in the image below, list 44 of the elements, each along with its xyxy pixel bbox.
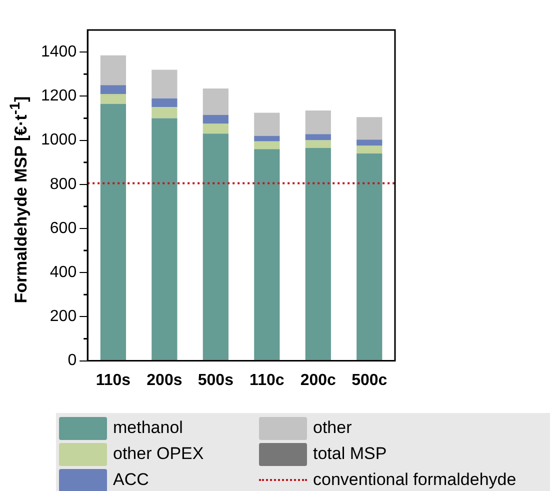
bar [254,112,280,136]
bar [254,141,280,150]
y-tick-label: 600 [50,220,77,237]
bar [100,85,126,94]
bar [202,114,228,124]
y-tick-label: 0 [68,352,77,370]
x-tick-label: 200c [300,372,336,389]
x-tick-label: 200s [146,372,182,389]
bar [152,98,178,108]
bar [305,134,331,140]
bar [152,70,178,98]
y-tick-label: 400 [50,264,77,281]
legend-label: total MSP [313,444,387,464]
bar [305,110,331,134]
y-tick-label: 1200 [41,88,77,105]
bar [202,134,228,360]
bar [356,117,382,140]
bar [254,136,280,142]
bar [305,148,331,360]
legend-label: other [313,418,352,438]
x-tick-label: 110s [96,372,131,389]
legend-label: conventional formaldehyde [313,470,516,490]
y-tick-label: 1400 [41,43,77,60]
x-tick-label: 500c [352,372,388,389]
legend-label: other OPEX [113,444,204,464]
bar [356,140,382,146]
y-tick-label: 200 [50,308,77,326]
legend-label: methanol [113,418,183,438]
y-tick-label: 800 [50,176,77,193]
x-tick-label: 500s [198,372,234,389]
bar [202,124,228,134]
bar [100,104,126,360]
bar [202,88,228,115]
bar [100,94,126,104]
bar [100,55,126,86]
y-tick-label: 1000 [41,132,77,149]
bar [356,146,382,154]
bar [152,118,178,360]
bar [356,154,382,360]
x-tick-label: 110c [250,372,284,389]
bar [152,107,178,118]
bar [305,140,331,148]
legend-label: ACC [113,470,149,490]
bar [254,149,280,360]
